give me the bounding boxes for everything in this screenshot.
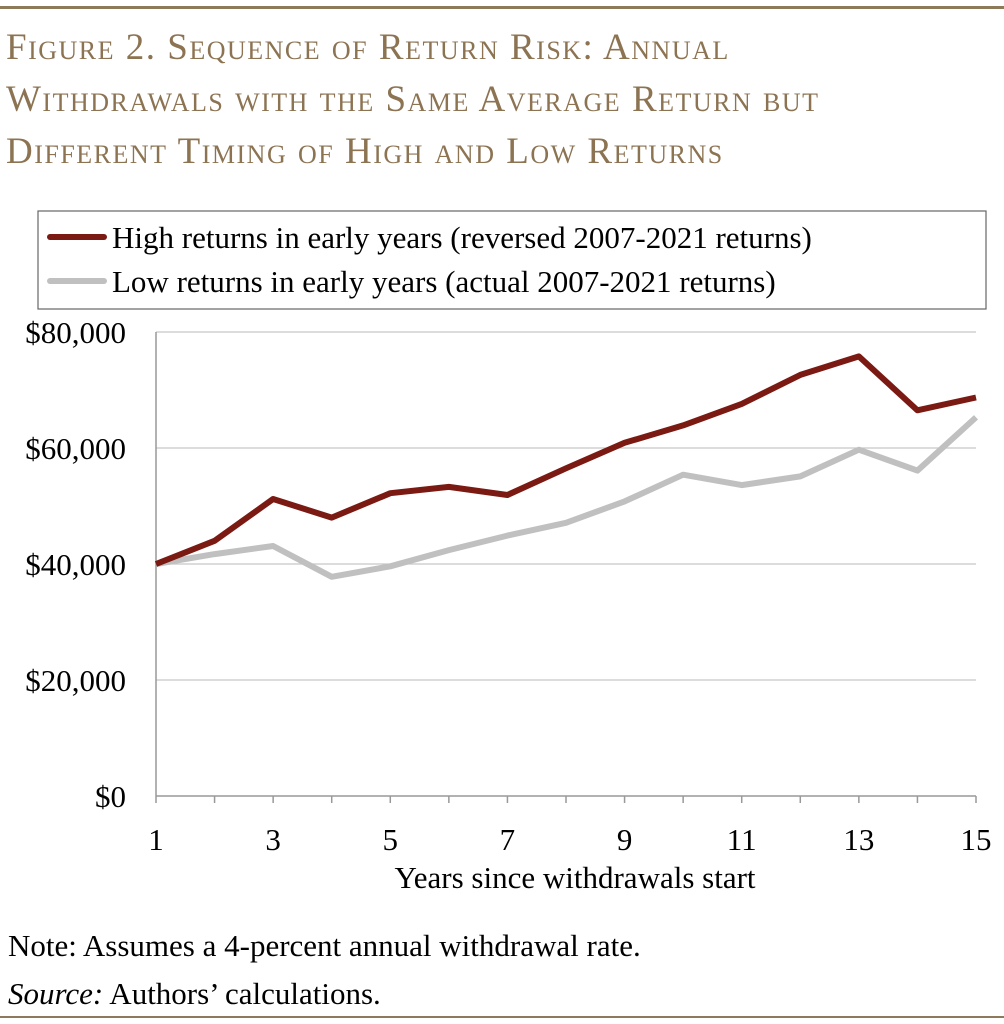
figure-title-line-1: Figure 2. Sequence of Return Risk: Annua… xyxy=(6,27,730,68)
series-line-1 xyxy=(154,353,977,567)
top-rule xyxy=(0,6,1004,9)
x-tick-label: 3 xyxy=(265,822,281,857)
y-tick-label: $60,000 xyxy=(25,431,126,466)
note-text: Note: Assumes a 4-percent annual withdra… xyxy=(8,928,641,963)
y-tick-label: $20,000 xyxy=(25,663,126,698)
x-tick-label: 5 xyxy=(383,822,399,857)
source-line: Source: Authors’ calculations. xyxy=(8,970,641,1018)
figure-footer: Note: Assumes a 4-percent annual withdra… xyxy=(8,922,641,1018)
chart-legend: High returns in early years (reversed 20… xyxy=(37,210,987,310)
x-tick-label: 15 xyxy=(961,822,992,857)
bottom-rule xyxy=(0,1016,1004,1018)
source-text: Authors’ calculations. xyxy=(103,976,381,1011)
y-tick-labels: $0 $20,000 $40,000 $60,000 $80,000 xyxy=(25,315,126,814)
y-tick-label: $40,000 xyxy=(25,547,126,582)
chart-series xyxy=(154,353,979,580)
x-tick-label: 7 xyxy=(500,822,516,857)
chart-axes xyxy=(155,332,977,803)
figure-title-line-3: Different Timing of High and Low Returns xyxy=(6,131,724,172)
x-tick-label: 11 xyxy=(727,822,757,857)
legend-label-1: High returns in early years (reversed 20… xyxy=(112,220,812,255)
figure-title: Figure 2. Sequence of Return Risk: Annua… xyxy=(6,22,996,178)
y-tick-label: $80,000 xyxy=(25,315,126,350)
y-tick-label: $0 xyxy=(95,779,126,814)
figure-title-line-2: Withdrawals with the Same Average Return… xyxy=(6,79,820,120)
x-tick-labels: 1 3 5 7 9 11 13 15 xyxy=(148,822,991,857)
x-tick-label: 1 xyxy=(148,822,164,857)
legend-box xyxy=(37,210,987,310)
x-tick-label: 13 xyxy=(843,822,874,857)
x-axis-label: Years since withdrawals start xyxy=(394,860,755,895)
legend-label-2: Low returns in early years (actual 2007-… xyxy=(112,264,776,299)
series-line-2 xyxy=(155,415,979,580)
source-label: Source: xyxy=(8,976,104,1011)
grid-lines xyxy=(156,331,976,681)
line-chart: High returns in early years (reversed 20… xyxy=(25,210,992,895)
x-tick-label: 9 xyxy=(617,822,633,857)
